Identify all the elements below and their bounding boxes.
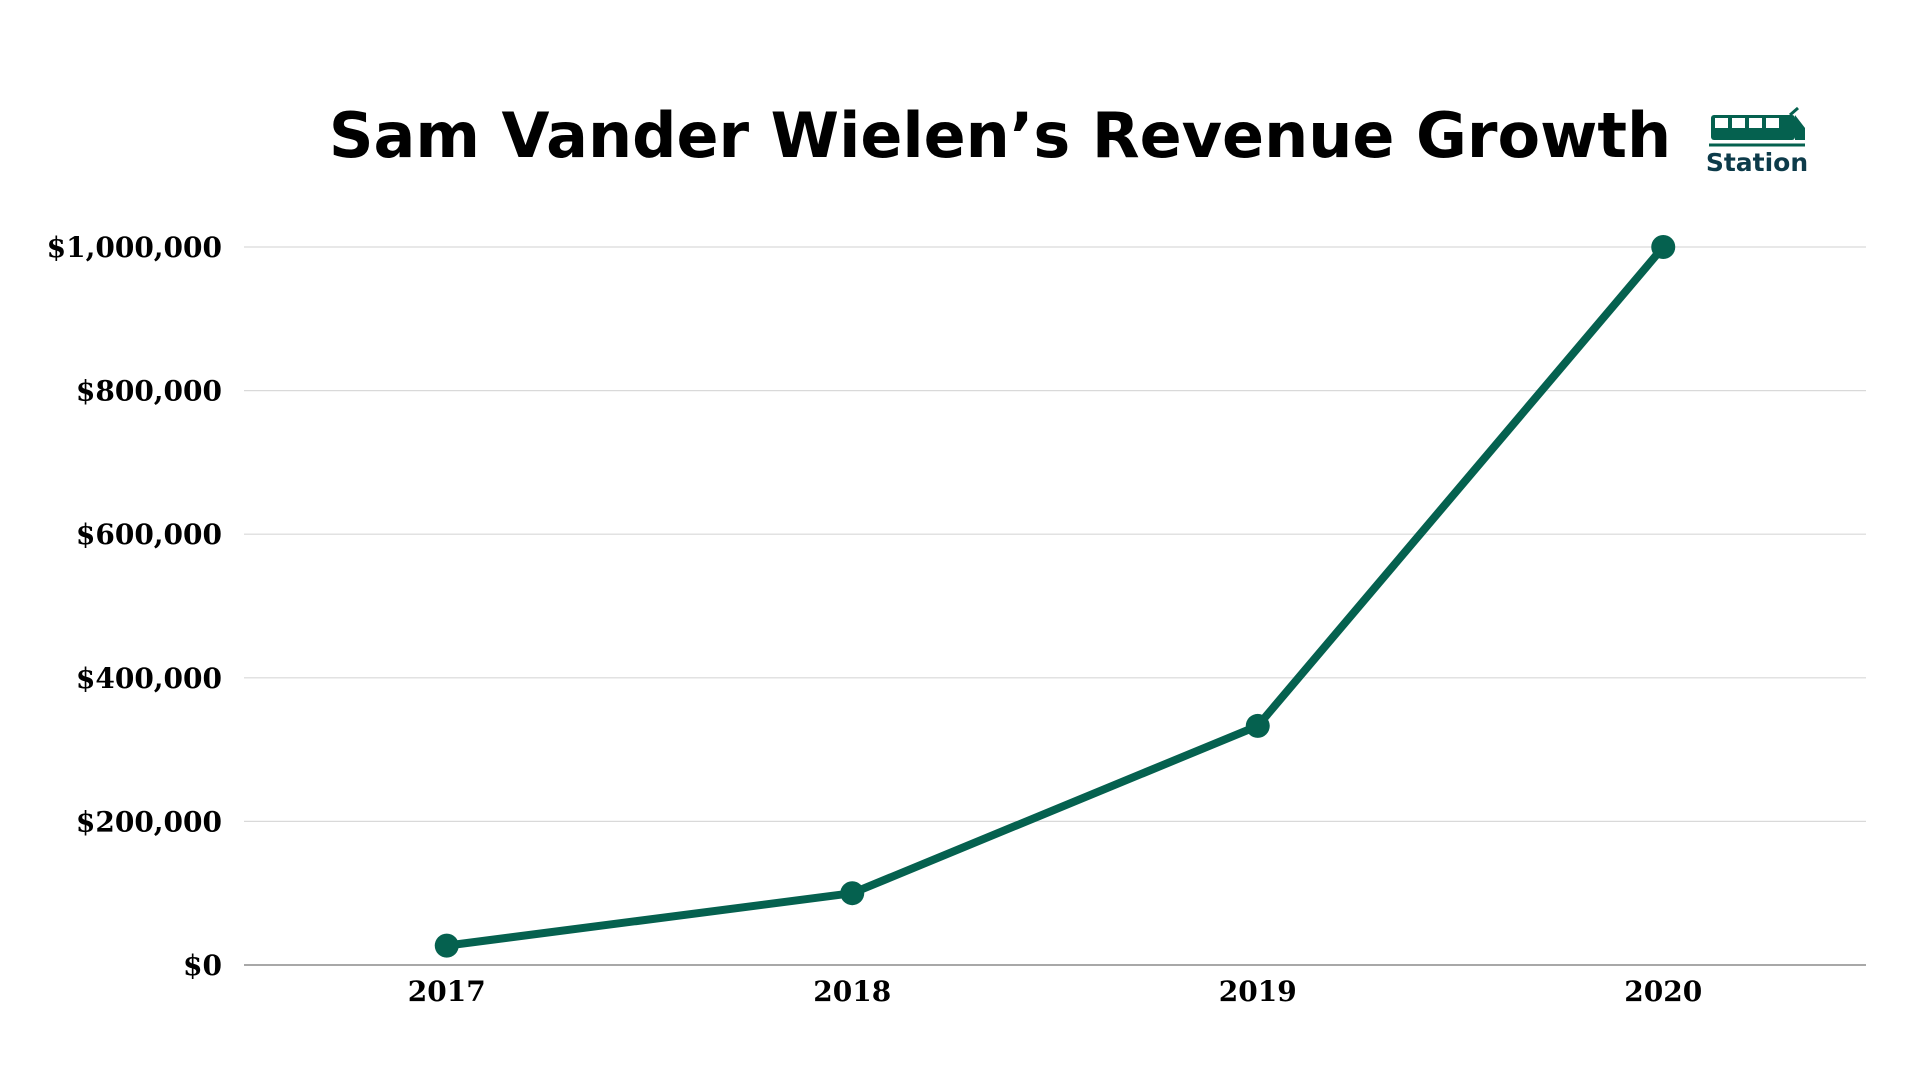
y-tick-label: $800,000 bbox=[76, 375, 222, 408]
y-axis: $0 $200,000 $400,000 $600,000 $800,000 $1,000… bbox=[47, 231, 222, 982]
y-tick-label: $400,000 bbox=[76, 662, 222, 695]
data-point bbox=[840, 881, 865, 906]
data-point bbox=[1245, 713, 1270, 738]
x-tick-label: 2020 bbox=[1624, 975, 1702, 1008]
x-tick-label: 2018 bbox=[813, 975, 891, 1008]
y-tick-label: $0 bbox=[183, 949, 222, 982]
x-tick-label: 2017 bbox=[408, 975, 486, 1008]
grid-lines bbox=[244, 246, 1866, 823]
y-tick-label: $200,000 bbox=[76, 805, 222, 838]
series-line bbox=[442, 243, 1668, 950]
y-tick-label: $1,000,000 bbox=[47, 231, 222, 264]
station-logo: Station bbox=[1706, 106, 1808, 177]
logo-text: Station bbox=[1706, 148, 1808, 177]
chart-title: Sam Vander Wielen’s Revenue Growth bbox=[329, 99, 1671, 172]
data-point bbox=[434, 933, 459, 958]
series-revenue bbox=[434, 235, 1676, 958]
x-tick-label: 2019 bbox=[1219, 975, 1297, 1008]
x-axis: 2017 2018 2019 2020 bbox=[244, 964, 1866, 1008]
train-icon bbox=[1709, 106, 1805, 147]
data-point bbox=[1651, 235, 1676, 259]
y-tick-label: $600,000 bbox=[76, 518, 222, 551]
